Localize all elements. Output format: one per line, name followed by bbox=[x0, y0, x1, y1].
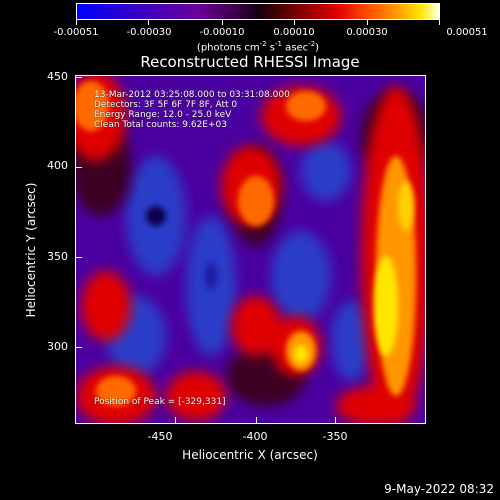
color-scale-bar bbox=[76, 3, 440, 20]
y-tick-label: 300 bbox=[47, 340, 68, 353]
yellow-peak bbox=[374, 256, 398, 356]
rhessi-heatmap bbox=[76, 76, 425, 423]
energy-range-label: Energy Range: 12.0 - 25.0 keV bbox=[94, 110, 232, 120]
peak-regions bbox=[294, 181, 414, 363]
x-tick bbox=[335, 417, 336, 423]
peak-position-label: Position of Peak = [-329,331] bbox=[94, 397, 226, 407]
colorbar-label: 0.00051 bbox=[446, 27, 488, 38]
x-axis-label: Heliocentric X (arcsec) bbox=[182, 448, 318, 462]
colorbar-label: -0.00010 bbox=[199, 27, 245, 38]
red-lobe bbox=[81, 271, 131, 341]
plot-title: Reconstructed RHESSI Image bbox=[140, 53, 360, 71]
orange-lobe bbox=[96, 376, 136, 406]
x-tick-label: -350 bbox=[322, 430, 348, 443]
y-tick bbox=[76, 167, 82, 168]
y-tick bbox=[76, 347, 82, 348]
colorbar-label: 0.00010 bbox=[273, 27, 315, 38]
unit-exponent: -2 bbox=[308, 40, 316, 48]
unit-text: s bbox=[266, 42, 276, 54]
y-tick-label: 350 bbox=[47, 250, 68, 263]
negative-peaks bbox=[146, 206, 217, 290]
colorbar-tick bbox=[76, 20, 77, 25]
unit-exponent: -2 bbox=[259, 40, 267, 48]
orange-lobe bbox=[238, 176, 274, 226]
colorbar-label: -0.00030 bbox=[126, 27, 172, 38]
x-tick-label: -400 bbox=[242, 430, 268, 443]
colorbar-tick bbox=[367, 20, 368, 25]
dark-blue-core bbox=[205, 262, 217, 290]
x-tick bbox=[256, 417, 257, 423]
color-scale-gradient bbox=[77, 4, 439, 19]
algorithm-counts-label: Clean Total counts: 9.62E+03 bbox=[94, 120, 227, 130]
colorbar-label: -0.00051 bbox=[53, 27, 99, 38]
colorbar-tick bbox=[148, 20, 149, 25]
detectors-label: Detectors: 3F 5F 6F 7F 8F, Att 0 bbox=[94, 100, 238, 110]
blue-lobe bbox=[301, 141, 351, 201]
unit-text: asec bbox=[282, 42, 309, 54]
generation-date: 9-May-2022 08:32 bbox=[384, 482, 494, 496]
dark-blue-core bbox=[146, 206, 166, 226]
orange-lobe bbox=[76, 81, 109, 131]
yellow-peak bbox=[294, 345, 308, 363]
colorbar-label: 0.00030 bbox=[346, 27, 388, 38]
colorbar-unit-label: (photons cm-2 s-1 asec-2) bbox=[197, 38, 319, 54]
yellow-peak bbox=[398, 181, 414, 231]
colorbar-tick bbox=[294, 20, 295, 25]
blue-lobe bbox=[271, 231, 331, 321]
y-tick bbox=[76, 257, 82, 258]
rhessi-image-plot: 13-Mar-2012 03:25:08.000 to 03:31:08.000… bbox=[75, 75, 426, 424]
x-tick bbox=[175, 417, 176, 423]
y-axis-label: Heliocentric Y (arcsec) bbox=[24, 182, 38, 318]
unit-text: (photons cm bbox=[196, 42, 260, 54]
blue-lobe bbox=[331, 301, 371, 381]
x-tick-label: -450 bbox=[147, 430, 173, 443]
colorbar-tick bbox=[439, 20, 440, 25]
orange-lobe bbox=[286, 91, 326, 121]
colorbar-tick bbox=[222, 20, 223, 25]
y-tick-label: 450 bbox=[47, 70, 68, 83]
red-lobe bbox=[231, 296, 281, 356]
unit-text: ) bbox=[315, 42, 320, 54]
unit-exponent: -1 bbox=[275, 40, 283, 48]
y-tick bbox=[76, 77, 82, 78]
time-range-label: 13-Mar-2012 03:25:08.000 to 03:31:08.000 bbox=[94, 90, 290, 100]
red-lobe bbox=[166, 371, 226, 421]
y-tick-label: 400 bbox=[47, 159, 68, 172]
